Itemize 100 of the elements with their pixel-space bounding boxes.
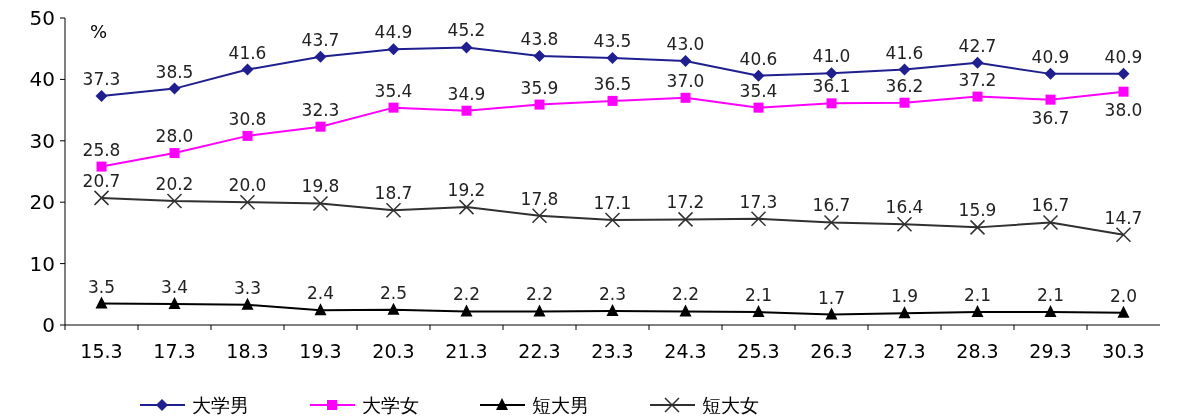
point xyxy=(971,305,984,318)
data-label: 17.2 xyxy=(666,192,705,213)
point xyxy=(898,63,911,76)
data-label: 3.4 xyxy=(160,277,189,298)
point xyxy=(95,89,108,102)
point xyxy=(823,214,840,231)
data-label: 3.3 xyxy=(233,277,262,298)
data-label: 1.9 xyxy=(890,286,919,307)
data-label: 45.2 xyxy=(447,20,486,41)
point xyxy=(679,54,692,67)
x-tick-label: 20.3 xyxy=(372,340,415,362)
data-label: 43.8 xyxy=(520,29,559,50)
point xyxy=(1044,305,1057,318)
point xyxy=(385,202,402,218)
data-label: 2.0 xyxy=(1109,285,1138,306)
data-label: 2.2 xyxy=(671,284,700,305)
data-label: 2.2 xyxy=(525,284,554,305)
data-label: 36.7 xyxy=(1031,107,1070,128)
data-label: 40.9 xyxy=(1104,46,1143,67)
legend-label: 大学女 xyxy=(362,394,419,416)
data-label: 17.8 xyxy=(520,188,559,209)
data-label: 43.7 xyxy=(301,29,340,50)
point xyxy=(898,306,911,319)
data-label: 16.4 xyxy=(885,197,924,218)
data-label: 32.3 xyxy=(301,99,340,120)
legend-label: 短大男 xyxy=(532,394,589,416)
data-label: 41.6 xyxy=(885,42,924,63)
data-label: 3.5 xyxy=(87,276,116,297)
x-tick-label: 30.3 xyxy=(1102,340,1145,362)
point xyxy=(460,41,473,54)
x-tick-label: 29.3 xyxy=(1029,340,1072,362)
data-label: 2.2 xyxy=(452,284,481,305)
point xyxy=(241,63,254,76)
data-label: 42.7 xyxy=(958,35,997,56)
point xyxy=(1115,226,1132,243)
point xyxy=(460,304,473,317)
data-label: 38.5 xyxy=(155,61,194,82)
data-label: 2.1 xyxy=(744,285,773,306)
data-label: 37.3 xyxy=(82,68,121,89)
point xyxy=(388,102,399,113)
point xyxy=(387,302,400,315)
point xyxy=(607,95,618,106)
data-label: 43.5 xyxy=(593,30,632,51)
data-label: 35.4 xyxy=(374,80,413,101)
x-tick-label: 15.3 xyxy=(80,340,123,362)
data-label: 37.2 xyxy=(958,69,997,90)
point xyxy=(533,304,546,317)
point xyxy=(168,82,181,95)
x-tick-label: 23.3 xyxy=(591,340,634,362)
point xyxy=(531,207,548,224)
point xyxy=(1044,67,1057,80)
legend-label: 大学男 xyxy=(192,394,249,416)
x-tick-label: 19.3 xyxy=(299,340,342,362)
point xyxy=(93,190,110,206)
point xyxy=(896,216,913,233)
point xyxy=(168,297,181,310)
y-tick-label: 50 xyxy=(29,6,55,30)
data-label: 19.2 xyxy=(447,180,486,201)
point xyxy=(1117,67,1130,80)
data-label: 25.8 xyxy=(82,139,121,160)
annotation: % xyxy=(90,21,108,42)
point xyxy=(750,211,767,227)
point xyxy=(166,193,183,209)
data-label: 17.1 xyxy=(593,193,632,214)
data-label: 2.4 xyxy=(306,283,335,304)
point xyxy=(677,211,694,228)
data-label: 35.9 xyxy=(520,77,559,98)
point xyxy=(899,97,910,108)
data-label: 14.7 xyxy=(1104,207,1143,228)
x-tick-label: 26.3 xyxy=(810,340,853,362)
data-label: 2.1 xyxy=(963,285,992,306)
point xyxy=(461,105,472,116)
point xyxy=(312,195,329,212)
x-tick-label: 18.3 xyxy=(226,340,269,362)
data-label: 17.3 xyxy=(739,191,778,212)
data-label: 20.7 xyxy=(82,170,121,191)
point xyxy=(387,43,400,56)
y-tick-label: 20 xyxy=(29,190,55,215)
data-label: 35.4 xyxy=(739,80,778,101)
data-label: 34.9 xyxy=(447,83,486,104)
data-label: 40.9 xyxy=(1031,46,1070,67)
point xyxy=(241,297,254,310)
data-label: 16.7 xyxy=(1031,195,1070,216)
data-label: 30.8 xyxy=(228,108,267,129)
data-label: 36.2 xyxy=(885,75,924,96)
data-label: 1.7 xyxy=(817,287,846,308)
point xyxy=(239,194,256,210)
data-label: 19.8 xyxy=(301,176,340,197)
point xyxy=(96,161,107,172)
x-tick-label: 21.3 xyxy=(445,340,488,362)
point xyxy=(606,51,619,64)
point xyxy=(826,98,837,109)
point xyxy=(825,67,838,80)
x-tick-label: 25.3 xyxy=(737,340,780,362)
data-label: 16.7 xyxy=(812,195,851,216)
x-tick-label: 27.3 xyxy=(883,340,926,362)
legend-label: 短大女 xyxy=(702,394,759,416)
data-label: 2.5 xyxy=(379,282,408,303)
data-label: 37.0 xyxy=(666,70,705,91)
point xyxy=(752,305,765,318)
